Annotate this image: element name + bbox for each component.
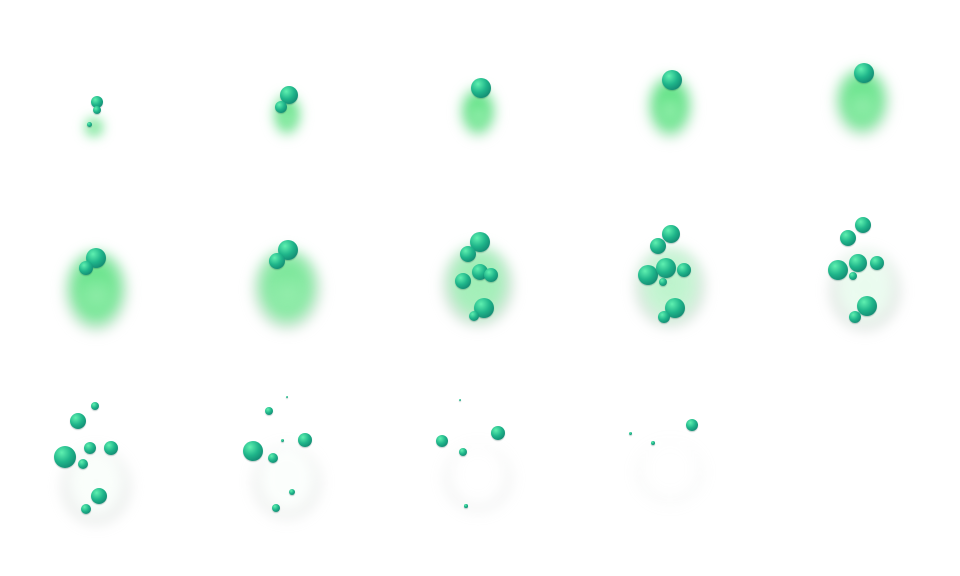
smoke-highlight — [89, 124, 99, 133]
smoke-cloud — [252, 444, 322, 520]
bubble — [471, 78, 491, 98]
bubble — [84, 442, 96, 454]
bubble — [460, 246, 476, 262]
smoke-cloud — [252, 249, 322, 331]
bubble — [651, 441, 655, 445]
bubble — [265, 407, 273, 415]
bubble — [91, 96, 103, 108]
bubble — [659, 278, 667, 286]
smoke-highlight — [658, 95, 682, 124]
bubble — [79, 261, 93, 275]
bubble — [665, 298, 685, 318]
bubble — [275, 101, 287, 113]
bubble — [464, 504, 468, 508]
bubble — [470, 232, 490, 252]
bubble — [628, 431, 632, 435]
smoke-cloud — [443, 443, 513, 513]
bubble — [650, 238, 666, 254]
bubble — [854, 63, 874, 83]
bubble — [436, 435, 448, 447]
bubble — [86, 121, 92, 127]
bubble — [459, 448, 467, 456]
smoke-highlight — [269, 273, 305, 311]
smoke-highlight — [847, 89, 877, 121]
smoke-cloud — [635, 439, 705, 505]
bubble — [870, 256, 884, 270]
smoke-highlight — [468, 103, 488, 126]
bubble — [280, 86, 298, 104]
bubble — [91, 488, 107, 504]
bubble — [268, 453, 278, 463]
bubble — [491, 426, 505, 440]
bubble — [662, 70, 682, 90]
bubble — [686, 419, 698, 431]
bubble — [677, 263, 691, 277]
bubble — [849, 311, 861, 323]
bubble — [91, 402, 99, 410]
bubble — [280, 438, 284, 442]
bubble — [54, 446, 76, 468]
bubble — [849, 272, 857, 280]
bubble — [70, 413, 86, 429]
bubble — [459, 399, 461, 401]
bubble — [828, 260, 848, 280]
bubble — [656, 258, 676, 278]
bubble — [662, 225, 680, 243]
bubble — [840, 230, 856, 246]
bubble — [455, 273, 471, 289]
bubble — [298, 433, 312, 447]
bubble — [474, 298, 494, 318]
bubble — [243, 441, 263, 461]
bubble — [269, 253, 285, 269]
smoke-highlight — [79, 275, 113, 313]
bubble — [104, 441, 118, 455]
bubble — [272, 504, 280, 512]
bubble — [81, 504, 91, 514]
bubble — [638, 265, 658, 285]
bubble — [857, 296, 877, 316]
bubble — [286, 396, 288, 398]
bubble — [855, 217, 871, 233]
bubble — [78, 459, 88, 469]
bubble — [484, 268, 498, 282]
bubble — [658, 311, 670, 323]
bubble — [469, 311, 479, 321]
bubble — [849, 254, 867, 272]
bubble — [93, 106, 101, 114]
bubble — [289, 489, 295, 495]
